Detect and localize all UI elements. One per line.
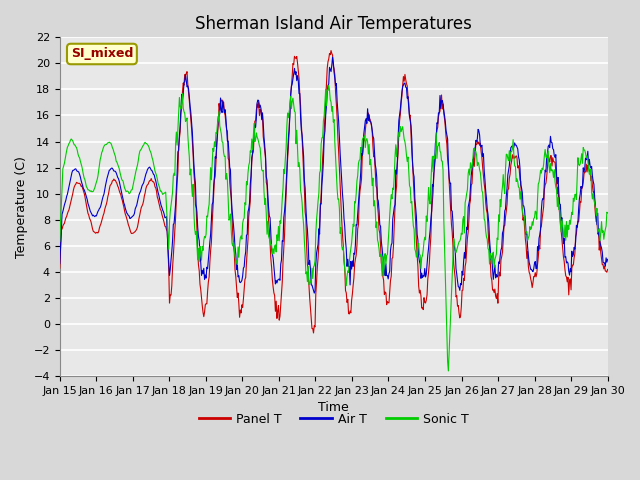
Text: SI_mixed: SI_mixed — [71, 48, 133, 60]
X-axis label: Time: Time — [318, 401, 349, 414]
Legend: Panel T, Air T, Sonic T: Panel T, Air T, Sonic T — [193, 408, 474, 431]
Y-axis label: Temperature (C): Temperature (C) — [15, 156, 28, 258]
Title: Sherman Island Air Temperatures: Sherman Island Air Temperatures — [195, 15, 472, 33]
